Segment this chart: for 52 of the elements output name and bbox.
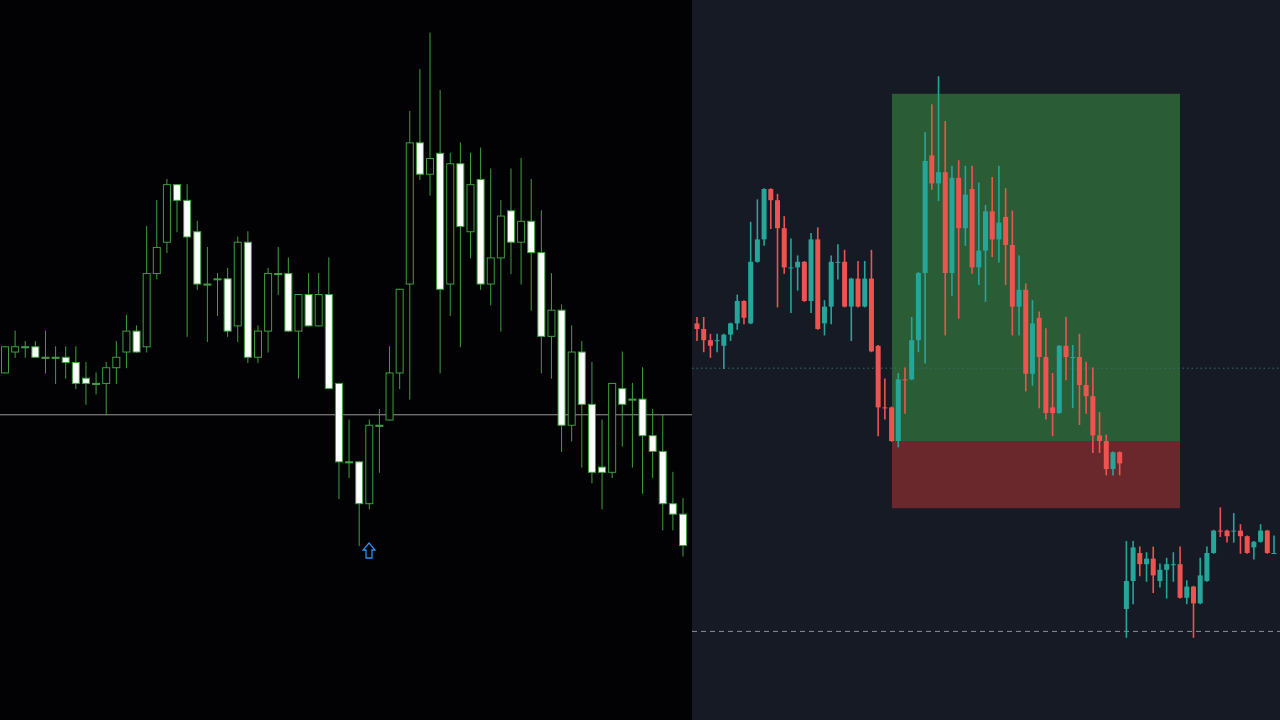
- candlestick: [902, 367, 908, 414]
- candlestick: [274, 246, 283, 295]
- candlestick: [1164, 557, 1170, 599]
- candlestick: [701, 317, 707, 353]
- candlestick: [1184, 580, 1190, 605]
- candlestick: [1157, 563, 1163, 588]
- candlestick: [1083, 361, 1089, 414]
- candlestick: [71, 346, 80, 390]
- candlestick: [1063, 317, 1069, 381]
- candlestick: [1264, 529, 1270, 554]
- candlestick: [173, 184, 182, 233]
- candlestick: [821, 300, 827, 336]
- candlestick: [345, 419, 354, 479]
- candlestick: [1217, 507, 1223, 537]
- candlestick: [1271, 535, 1277, 554]
- candlestick: [707, 333, 713, 358]
- candlestick: [517, 158, 526, 285]
- candlestick: [1016, 255, 1022, 336]
- candlestick: [1190, 585, 1196, 638]
- candlestick: [92, 372, 101, 395]
- candlestick: [375, 409, 384, 473]
- candlestick: [1231, 513, 1237, 543]
- candlestick: [1117, 451, 1123, 476]
- candlestick: [936, 76, 942, 201]
- candlestick: [1070, 345, 1076, 409]
- candlestick: [618, 351, 627, 447]
- candlestick: [112, 341, 121, 384]
- candlestick: [882, 378, 888, 420]
- candlestick: [996, 165, 1002, 263]
- candlestick: [1050, 373, 1056, 437]
- candlestick: [1150, 546, 1156, 593]
- candlestick: [668, 471, 677, 531]
- candlestick: [203, 246, 212, 343]
- candlestick: [788, 238, 794, 313]
- candlestick: [754, 199, 760, 263]
- candlestick: [21, 341, 30, 358]
- candlestick: [734, 294, 740, 330]
- candlestick: [11, 330, 20, 358]
- candlestick: [1097, 412, 1103, 453]
- candlestick: [694, 317, 700, 341]
- candlestick: [1137, 546, 1143, 577]
- candlestick: [976, 182, 982, 285]
- candlestick: [1211, 529, 1217, 554]
- candlestick: [1170, 552, 1176, 582]
- candlestick: [102, 361, 111, 416]
- candlestick: [598, 419, 607, 510]
- candlestick: [61, 346, 70, 379]
- candlestick: [768, 188, 774, 229]
- candlestick: [1110, 451, 1116, 476]
- candlestick: [426, 32, 435, 196]
- candlestick: [741, 300, 747, 325]
- candlestick: [81, 361, 90, 405]
